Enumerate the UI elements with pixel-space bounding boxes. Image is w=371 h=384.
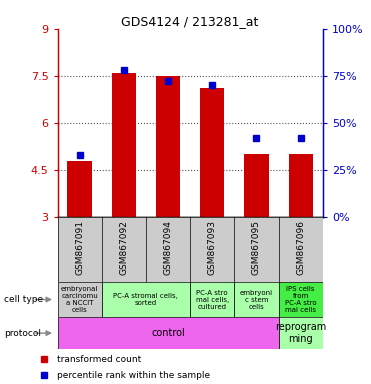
Bar	[102, 282, 190, 317]
Bar	[234, 282, 279, 317]
Text: GSM867091: GSM867091	[75, 220, 84, 275]
Bar	[244, 154, 269, 217]
Bar	[58, 317, 279, 349]
Text: GSM867094: GSM867094	[164, 220, 173, 275]
Bar	[156, 76, 180, 217]
Bar	[112, 73, 136, 217]
Text: GSM867093: GSM867093	[208, 220, 217, 275]
Text: embryoni
c stem
cells: embryoni c stem cells	[240, 290, 273, 310]
Bar	[279, 317, 323, 349]
Text: PC-A stromal cells,
sorted: PC-A stromal cells, sorted	[114, 293, 178, 306]
Text: GSM867092: GSM867092	[119, 220, 128, 275]
Text: control: control	[151, 328, 185, 338]
Bar	[289, 154, 313, 217]
Bar	[279, 282, 323, 317]
Text: cell type: cell type	[4, 295, 43, 304]
Text: IPS cells
from
PC-A stro
mal cells: IPS cells from PC-A stro mal cells	[285, 286, 316, 313]
Bar	[58, 282, 102, 317]
Text: reprogram
ming: reprogram ming	[275, 322, 326, 344]
Text: PC-A stro
mal cells,
cultured: PC-A stro mal cells, cultured	[196, 290, 229, 310]
Title: GDS4124 / 213281_at: GDS4124 / 213281_at	[121, 15, 259, 28]
Text: embryonal
carcinomu
a NCCIT
cells: embryonal carcinomu a NCCIT cells	[61, 286, 98, 313]
Text: percentile rank within the sample: percentile rank within the sample	[57, 371, 210, 380]
Text: GSM867096: GSM867096	[296, 220, 305, 275]
Bar	[68, 161, 92, 217]
Bar	[190, 282, 234, 317]
Text: transformed count: transformed count	[57, 354, 141, 364]
Text: protocol: protocol	[4, 329, 41, 338]
Text: GSM867095: GSM867095	[252, 220, 261, 275]
Bar	[200, 88, 224, 217]
